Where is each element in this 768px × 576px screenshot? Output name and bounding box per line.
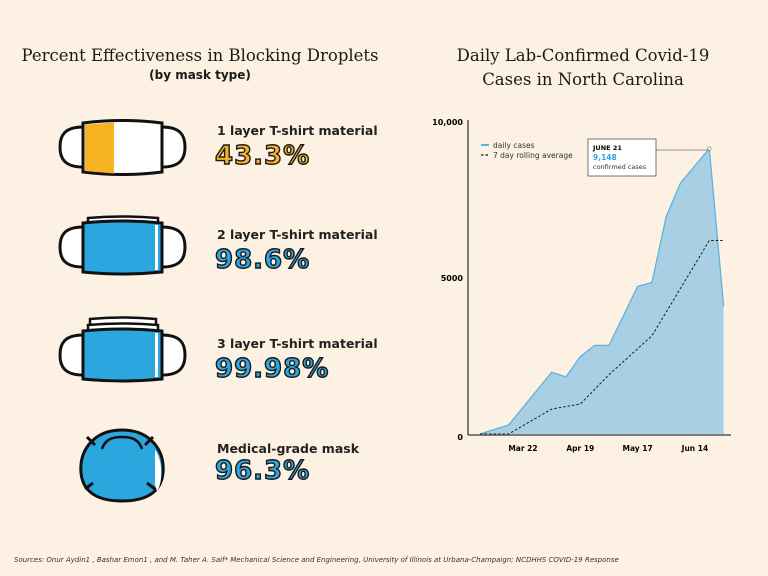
mask-label: 3 layer T-shirt material [217, 336, 378, 351]
sources-footnote: Sources: Onur Aydin1 , Bashar Emon1 , an… [14, 556, 619, 564]
y-tick-label: 10,000 [432, 118, 463, 127]
mask-percent: 98.6% [214, 244, 311, 275]
x-tick-label: Jun 14 [681, 444, 709, 453]
legend-label: daily cases [493, 141, 535, 150]
medical-mask-icon [79, 428, 165, 503]
cloth-mask-1-layer-icon [58, 119, 187, 176]
annotation-date: JUNE 21 [592, 144, 622, 152]
x-tick-label: May 17 [623, 444, 653, 453]
mask-label: 1 layer T-shirt material [217, 123, 378, 138]
annotation-value: 9,148 [593, 153, 617, 162]
x-tick-label: Mar 22 [508, 444, 537, 453]
mask-percent: 99.98% [214, 353, 330, 384]
annotation-text: confirmed cases [593, 163, 647, 171]
rolling-average-line [480, 240, 724, 435]
mask-panel-subtitle: (by mask type) [149, 68, 251, 82]
daily-cases-point [707, 146, 712, 151]
mask-label: Medical-grade mask [217, 441, 360, 456]
chart-title-line-2: Cases in North Carolina [482, 70, 684, 89]
cloth-mask-3-layer-icon [58, 316, 187, 383]
legend-label: 7 day rolling average [493, 151, 573, 160]
y-tick-label: 0 [457, 433, 463, 442]
x-tick-label: Apr 19 [566, 444, 594, 453]
daily-cases-area [480, 148, 724, 434]
chart-title-line-1: Daily Lab-Confirmed Covid-19 [456, 46, 710, 65]
cloth-mask-2-layer-icon [58, 215, 187, 276]
y-tick-label: 5000 [441, 274, 464, 283]
mask-panel-title: Percent Effectiveness in Blocking Drople… [21, 46, 379, 65]
mask-label: 2 layer T-shirt material [217, 227, 378, 242]
mask-percent: 43.3% [214, 140, 311, 171]
mask-percent: 96.3% [214, 455, 311, 486]
annotation-box [587, 138, 657, 177]
